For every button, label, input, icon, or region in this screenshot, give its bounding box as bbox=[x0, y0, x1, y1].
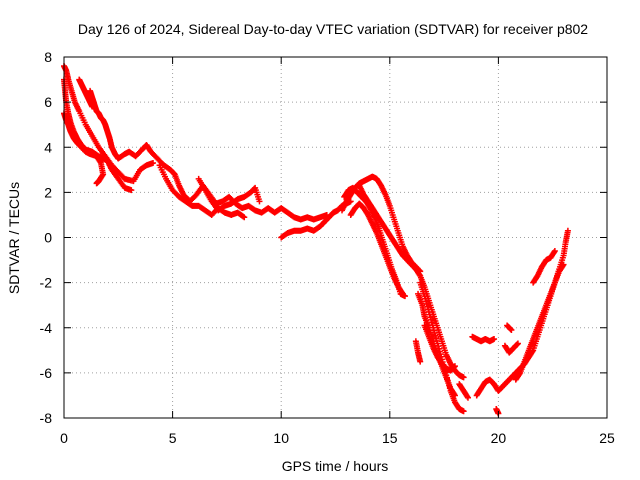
y-tick-label: -8 bbox=[40, 410, 53, 426]
y-tick-label: -4 bbox=[40, 320, 53, 336]
y-axis-label: SDTVAR / TECUs bbox=[6, 182, 22, 294]
data-point bbox=[240, 213, 247, 220]
data-point bbox=[564, 227, 571, 234]
data-point bbox=[417, 358, 424, 365]
data-point bbox=[491, 336, 498, 343]
x-tick-label: 0 bbox=[60, 430, 68, 446]
data-point bbox=[551, 248, 558, 255]
data-point bbox=[508, 327, 515, 334]
data-point bbox=[451, 363, 458, 370]
y-tick-label: -6 bbox=[40, 365, 53, 381]
y-tick-label: -2 bbox=[40, 275, 53, 291]
data-point bbox=[460, 374, 467, 381]
data-point bbox=[460, 408, 467, 415]
data-point bbox=[514, 340, 521, 347]
x-tick-label: 25 bbox=[599, 430, 615, 446]
data-point bbox=[128, 187, 135, 194]
chart-title: Day 126 of 2024, Sidereal Day-to-day VTE… bbox=[78, 21, 588, 37]
y-tick-label: 8 bbox=[44, 49, 52, 65]
data-point bbox=[150, 160, 157, 167]
x-tick-label: 10 bbox=[273, 430, 289, 446]
x-tick-label: 20 bbox=[491, 430, 507, 446]
data-points bbox=[61, 63, 571, 417]
data-point bbox=[93, 180, 100, 187]
x-tick-label: 15 bbox=[382, 430, 398, 446]
data-point bbox=[560, 261, 567, 268]
y-tick-label: 2 bbox=[44, 184, 52, 200]
data-point bbox=[399, 290, 406, 297]
y-tick-label: 6 bbox=[44, 94, 52, 110]
data-point bbox=[451, 392, 458, 399]
y-tick-label: 4 bbox=[44, 139, 52, 155]
data-point bbox=[256, 198, 263, 205]
x-tick-label: 5 bbox=[169, 430, 177, 446]
x-axis-label: GPS time / hours bbox=[282, 458, 389, 474]
data-point bbox=[241, 214, 248, 221]
axis-ticks: 0 5 10 15 20 25 -8 -6 -4 -2 0 2 4 6 8 bbox=[40, 49, 615, 446]
data-point bbox=[464, 394, 471, 401]
y-tick-label: 0 bbox=[44, 230, 52, 246]
